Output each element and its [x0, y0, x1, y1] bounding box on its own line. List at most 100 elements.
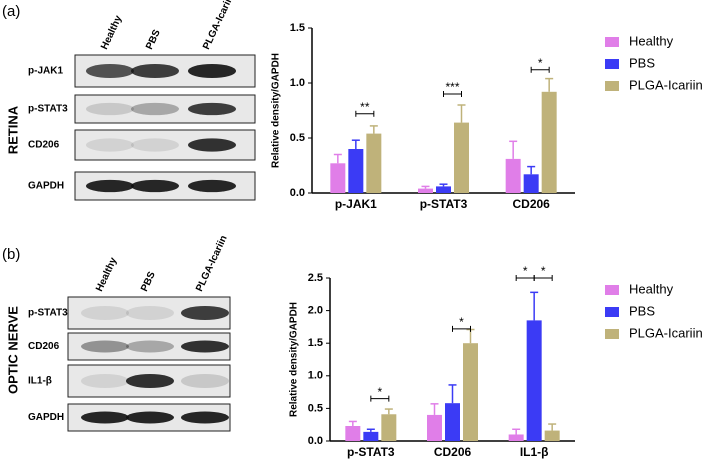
bar [366, 133, 382, 193]
legend-swatch [605, 81, 619, 91]
blot-band [131, 63, 179, 79]
row-label: CD206 [28, 140, 60, 151]
error-bar [333, 153, 342, 164]
blot-band [86, 138, 134, 152]
significance-label: * [377, 385, 382, 399]
error-bar [421, 185, 430, 189]
error-bar [430, 403, 439, 415]
blot-band [181, 305, 229, 321]
error-bar [545, 77, 554, 92]
error-bar [512, 428, 521, 435]
blot-band [131, 102, 179, 116]
error-bar [369, 125, 378, 134]
y-tick-label: 2.5 [308, 272, 323, 284]
blot-band [188, 179, 236, 193]
bar [436, 186, 451, 193]
lane-label: Healthy [99, 14, 124, 52]
blot-band [126, 411, 174, 424]
bar [541, 91, 557, 193]
error-bar [457, 104, 466, 123]
blot-band [81, 340, 129, 353]
blot-band [86, 63, 134, 79]
legend-label: Healthy [629, 33, 674, 48]
lane-label: Healthy [94, 256, 119, 294]
blot-band [86, 179, 134, 193]
error-bar [351, 139, 360, 149]
x-tick-label: p-JAK1 [335, 197, 377, 211]
error-bar [548, 423, 557, 431]
legend-swatch [605, 37, 619, 47]
x-tick-label: CD206 [512, 197, 550, 211]
legend-label: PBS [629, 55, 655, 70]
y-tick-label: 1.0 [290, 77, 305, 89]
legend-label: Healthy [629, 281, 674, 296]
panel-label: (a) [2, 3, 20, 20]
legend-label: PLGA-Icariin [629, 77, 703, 92]
legend-label: PBS [629, 303, 655, 318]
error-bar [527, 165, 536, 175]
blot-band [131, 138, 179, 152]
x-tick-label: IL1-β [520, 445, 549, 459]
bar [445, 403, 460, 441]
blot-band [81, 411, 129, 424]
row-label: CD206 [28, 341, 60, 352]
y-tick-label: 0.0 [290, 187, 305, 199]
blot-band [181, 411, 229, 424]
y-axis-label: Relative density/GAPDH [271, 53, 282, 168]
panel-label: (b) [2, 246, 20, 263]
bar [330, 163, 346, 193]
error-bar [384, 408, 393, 415]
y-tick-label: 0.5 [290, 132, 305, 144]
bar [544, 430, 560, 441]
lane-label: PLGA-Icariin [194, 234, 230, 294]
y-axis-label: Relative density/GAPDH [289, 302, 300, 417]
significance-label: * [538, 56, 543, 70]
significance-label: * [541, 264, 546, 278]
blot-band [181, 340, 229, 353]
tissue-label: RETINA [5, 105, 20, 154]
error-bar [448, 384, 457, 404]
blot-band [81, 305, 129, 321]
error-bar [366, 428, 375, 432]
blot-band [188, 63, 236, 79]
bar [526, 320, 542, 441]
bar [418, 188, 433, 193]
bar [463, 343, 478, 441]
legend-label: PLGA-Icariin [629, 325, 703, 340]
y-tick-label: 1.5 [308, 337, 323, 349]
legend-swatch [605, 59, 619, 69]
row-label: GAPDH [28, 412, 64, 423]
blot-band [181, 373, 229, 389]
legend-swatch [605, 285, 619, 295]
bar [345, 426, 361, 441]
y-tick-label: 1.0 [308, 370, 323, 382]
bar [348, 149, 364, 193]
lane-label: PBS [144, 28, 163, 52]
error-bar [509, 140, 518, 159]
blot-band [131, 179, 179, 193]
significance-label: * [459, 315, 464, 329]
y-tick-label: 0.5 [308, 402, 323, 414]
error-bar [530, 291, 539, 321]
blot-band [126, 373, 174, 389]
blot-band [188, 138, 236, 152]
bar [505, 158, 521, 193]
row-label: IL1-β [28, 376, 52, 387]
lane-label: PLGA-Icariin [201, 0, 237, 51]
bar [363, 431, 379, 441]
y-tick-label: 1.5 [290, 22, 305, 34]
bar [381, 414, 397, 441]
legend-swatch [605, 307, 619, 317]
bar [523, 174, 539, 193]
blot-band [188, 102, 236, 116]
significance-label: *** [445, 80, 459, 94]
x-tick-label: p-STAT3 [420, 197, 468, 211]
error-bar [439, 183, 448, 187]
blot-band [86, 102, 134, 116]
x-tick-label: p-STAT3 [347, 445, 395, 459]
blot-band [81, 373, 129, 389]
legend-swatch [605, 329, 619, 339]
lane-label: PBS [139, 270, 158, 294]
error-bar [348, 420, 357, 427]
row-label: p-STAT3 [28, 104, 68, 115]
